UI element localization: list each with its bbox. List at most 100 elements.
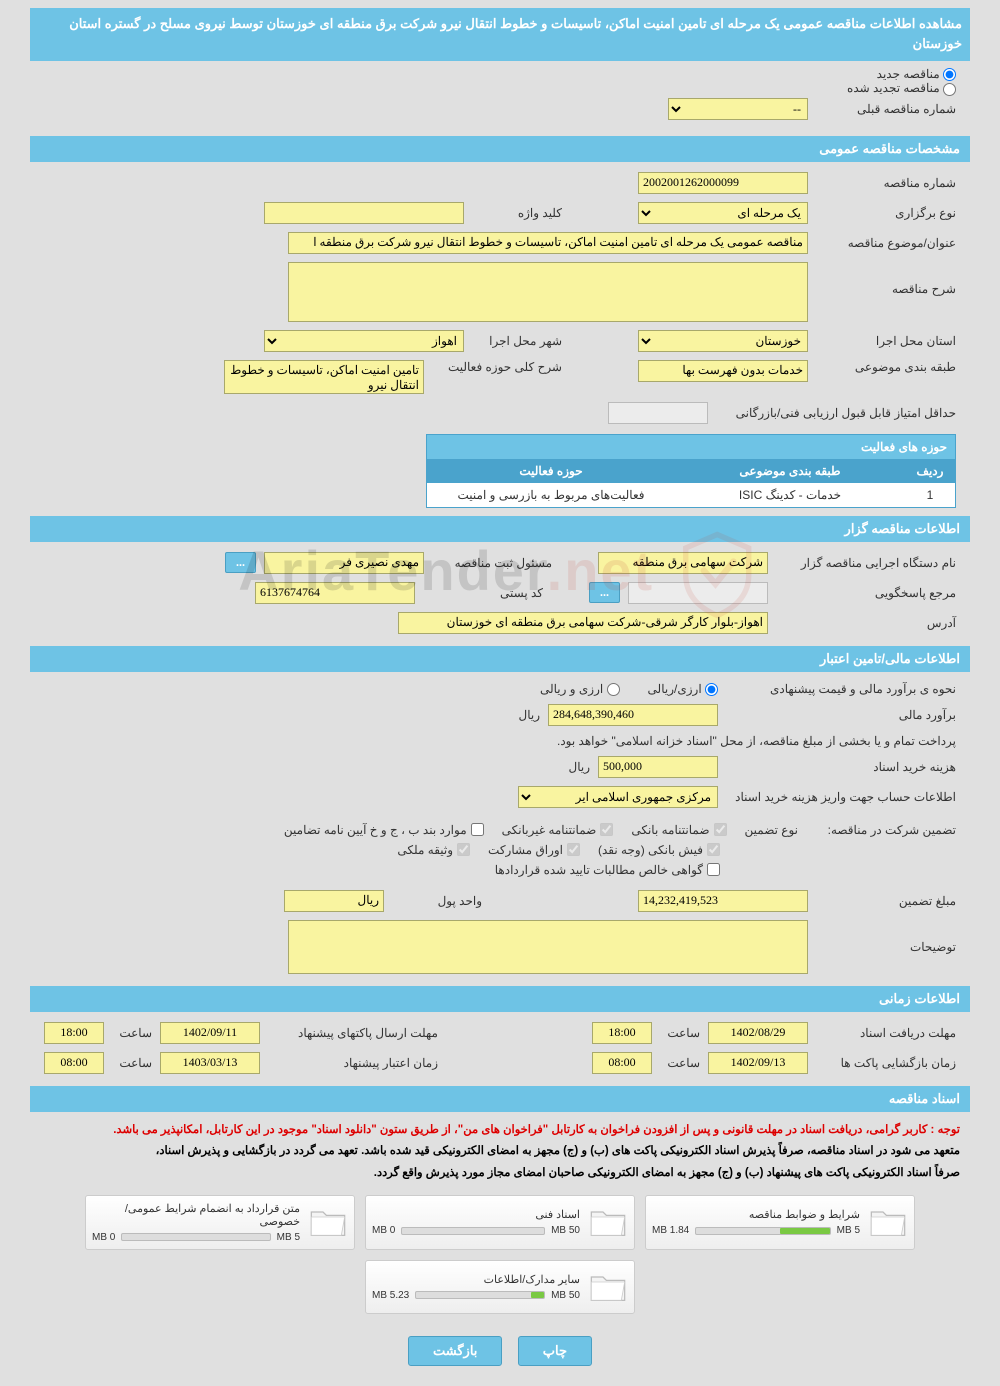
unit-label: واحد پول bbox=[392, 894, 482, 908]
back-button[interactable]: بازگشت bbox=[408, 1336, 502, 1366]
type-label: نوع برگزاری bbox=[816, 206, 956, 220]
radio-renew[interactable]: مناقصه تجدید شده bbox=[847, 81, 956, 95]
province-label: استان محل اجرا bbox=[816, 334, 956, 348]
chk-nonbank-g-lbl: ضمانتنامه غیربانکی bbox=[502, 823, 597, 837]
td-index: 1 bbox=[905, 483, 955, 507]
org-field[interactable] bbox=[598, 552, 768, 574]
tender-no-field[interactable] bbox=[638, 172, 808, 194]
tender-no-label: شماره مناقصه bbox=[816, 176, 956, 190]
doc-card[interactable]: اسناد فنی50 MB0 MB bbox=[365, 1195, 635, 1250]
chk-bank-g-lbl: ضمانتنامه بانکی bbox=[631, 823, 709, 837]
guarantee-label: تضمین شرکت در مناقصه: bbox=[816, 823, 956, 837]
open-label: زمان بازگشایی پاکت ها bbox=[816, 1056, 956, 1070]
org-label: نام دستگاه اجرایی مناقصه گزار bbox=[776, 556, 956, 570]
chk-cert[interactable]: گواهی خالص مطالبات تایید شده قراردادها bbox=[495, 863, 720, 877]
activity-table: حوزه های فعالیت ردیف طبقه بندی موضوعی حو… bbox=[426, 434, 956, 508]
th-activity: حوزه فعالیت bbox=[427, 459, 675, 483]
chk-property[interactable]: وثیقه ملکی bbox=[397, 843, 470, 857]
est-field[interactable] bbox=[548, 704, 718, 726]
addr-label: آدرس bbox=[776, 616, 956, 630]
resp-field[interactable] bbox=[264, 552, 424, 574]
est-label: برآورد مالی bbox=[726, 708, 956, 722]
amount-label: مبلغ تضمین bbox=[816, 894, 956, 908]
folder-icon bbox=[588, 1202, 628, 1242]
doc-progress bbox=[415, 1291, 545, 1299]
submit-date[interactable] bbox=[160, 1022, 260, 1044]
submit-time[interactable] bbox=[44, 1022, 104, 1044]
th-category: طبقه بندی موضوعی bbox=[675, 459, 905, 483]
chk-cash[interactable]: فیش بانکی (وجه نقد) bbox=[598, 843, 720, 857]
time-lbl3: ساعت bbox=[660, 1056, 700, 1070]
desc-textarea[interactable] bbox=[288, 262, 808, 322]
notes-label: توضیحات bbox=[816, 920, 956, 954]
section-holder: اطلاعات مناقصه گزار bbox=[30, 516, 970, 542]
notes-textarea[interactable] bbox=[288, 920, 808, 974]
valid-date[interactable] bbox=[160, 1052, 260, 1074]
city-select[interactable]: اهواز bbox=[264, 330, 464, 352]
province-select[interactable]: خوزستان bbox=[638, 330, 808, 352]
class-field[interactable] bbox=[638, 360, 808, 382]
amount-field[interactable] bbox=[638, 890, 808, 912]
chk-part-lbl: اوراق مشارکت bbox=[488, 843, 563, 857]
doc-title: متن قرارداد به انضمام شرایط عمومی/خصوصی bbox=[92, 1202, 300, 1228]
gt-type-label: نوع تضمین bbox=[745, 823, 798, 837]
type-select[interactable]: یک مرحله ای bbox=[638, 202, 808, 224]
acct-select[interactable]: مرکزی جمهوری اسلامی ایر bbox=[518, 786, 718, 808]
section-time: اطلاعات زمانی bbox=[30, 986, 970, 1012]
method-label: نحوه ی برآورد مالی و قیمت پیشنهادی bbox=[726, 682, 956, 696]
chk-cert-lbl: گواهی خالص مطالبات تایید شده قراردادها bbox=[495, 863, 703, 877]
unit-field[interactable] bbox=[284, 890, 384, 912]
city-label: شهر محل اجرا bbox=[472, 334, 562, 348]
time-lbl4: ساعت bbox=[112, 1056, 152, 1070]
radio-fx-label: ارزی و ریالی bbox=[540, 682, 603, 696]
doc-card[interactable]: متن قرارداد به انضمام شرایط عمومی/خصوصی5… bbox=[85, 1195, 355, 1250]
subject-label: عنوان/موضوع مناقصه bbox=[816, 236, 956, 250]
open-date[interactable] bbox=[708, 1052, 808, 1074]
doc-used: 0 MB bbox=[92, 1232, 115, 1243]
chk-prop-lbl: وثیقه ملکی bbox=[397, 843, 453, 857]
radio-fx[interactable]: ارزی و ریالی bbox=[540, 682, 620, 696]
tender-kind-radios: مناقصه جدید مناقصه تجدید شده bbox=[30, 61, 970, 98]
doc-card[interactable]: شرایط و ضوابط مناقصه5 MB1.84 MB bbox=[645, 1195, 915, 1250]
chk-bank-guarantee[interactable]: ضمانتنامه بانکی bbox=[631, 823, 726, 837]
docs-note-1: متعهد می شود در اسناد مناقصه، صرفاً پذیر… bbox=[30, 1140, 970, 1162]
td-activity: فعالیت‌های مربوط به بازرسی و امنیت bbox=[427, 483, 675, 507]
min-score-label: حداقل امتیاز قابل قبول ارزیابی فنی/بازرگ… bbox=[716, 406, 956, 420]
zip-field[interactable] bbox=[255, 582, 415, 604]
addr-field[interactable] bbox=[398, 612, 768, 634]
scope-textarea[interactable]: تامین امنیت اماکن، تاسیسات و خطوط انتقال… bbox=[224, 360, 424, 394]
doc-title: سایر مدارک/اطلاعات bbox=[372, 1273, 580, 1286]
valid-time[interactable] bbox=[44, 1052, 104, 1074]
radio-new[interactable]: مناقصه جدید bbox=[877, 67, 956, 81]
acct-label: اطلاعات حساب جهت واریز هزینه خرید اسناد bbox=[726, 790, 956, 804]
page-title: مشاهده اطلاعات مناقصه عمومی یک مرحله ای … bbox=[30, 8, 970, 61]
receive-time[interactable] bbox=[592, 1022, 652, 1044]
docs-note-2: صرفاً اسناد الکترونیکی پاکت های پیشنهاد … bbox=[30, 1162, 970, 1184]
receive-date[interactable] bbox=[708, 1022, 808, 1044]
radio-rial[interactable]: ارزی/ریالی bbox=[648, 682, 718, 696]
doc-card[interactable]: سایر مدارک/اطلاعات50 MB5.23 MB bbox=[365, 1260, 635, 1314]
chk-participation[interactable]: اوراق مشارکت bbox=[488, 843, 580, 857]
ref-more-button[interactable]: ... bbox=[589, 582, 620, 603]
more-button[interactable]: ... bbox=[225, 552, 256, 573]
min-score-field[interactable] bbox=[608, 402, 708, 424]
buy-field[interactable] bbox=[598, 756, 718, 778]
time-lbl2: ساعت bbox=[112, 1026, 152, 1040]
subject-field[interactable] bbox=[288, 232, 808, 254]
ref-field[interactable] bbox=[628, 582, 768, 604]
submit-label: مهلت ارسال پاکتهای پیشنهاد bbox=[268, 1026, 438, 1040]
keyword-field[interactable] bbox=[264, 202, 464, 224]
td-category: خدمات - کدینگ ISIC bbox=[675, 483, 905, 507]
ref-label: مرجع پاسخگویی bbox=[776, 586, 956, 600]
prev-number-select[interactable]: -- bbox=[668, 98, 808, 120]
rial-unit: ریال bbox=[518, 708, 540, 722]
section-finance: اطلاعات مالی/تامین اعتبار bbox=[30, 646, 970, 672]
chk-bond[interactable]: موارد بند ب ، ج و خ آیین نامه تضامین bbox=[284, 823, 484, 837]
print-button[interactable]: چاپ bbox=[518, 1336, 592, 1366]
chk-nonbank-guarantee[interactable]: ضمانتنامه غیربانکی bbox=[502, 823, 614, 837]
prev-number-label: شماره مناقصه قبلی bbox=[816, 102, 956, 116]
section-docs: اسناد مناقصه bbox=[30, 1086, 970, 1112]
doc-progress bbox=[121, 1233, 270, 1241]
folder-icon bbox=[588, 1267, 628, 1307]
open-time[interactable] bbox=[592, 1052, 652, 1074]
